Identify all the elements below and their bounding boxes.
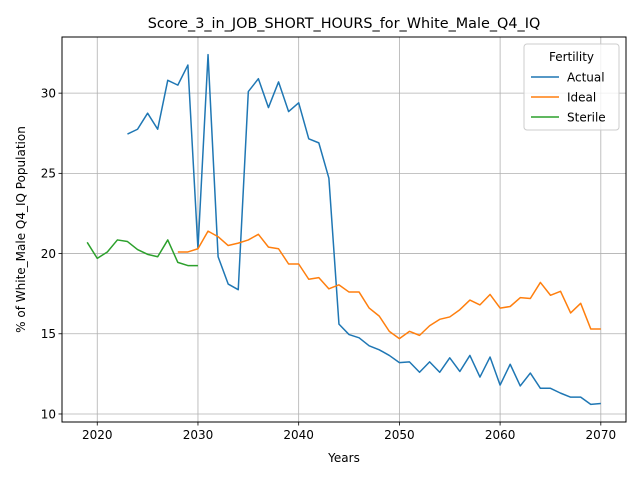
legend-label-ideal: Ideal: [567, 90, 596, 104]
legend: Fertility Actual Ideal Sterile: [523, 43, 620, 131]
legend-label-sterile: Sterile: [567, 110, 606, 124]
x-tick-label: 2030: [183, 428, 214, 442]
legend-items: Actual Ideal Sterile: [531, 70, 606, 124]
y-tick-label: 20: [41, 247, 56, 261]
series-line-actual: [127, 53, 601, 406]
series-line-ideal: [177, 230, 601, 340]
x-tick-label: 2040: [283, 428, 314, 442]
y-tick-label: 30: [41, 86, 56, 100]
x-tick-label: 2070: [586, 428, 617, 442]
legend-box: [523, 43, 620, 131]
x-axis-label: Years: [327, 451, 360, 465]
series-line-sterile: [86, 239, 198, 267]
x-tick-label: 2060: [485, 428, 516, 442]
y-tick-label: 25: [41, 167, 56, 181]
y-tick-label: 10: [41, 407, 56, 421]
x-tick-label: 2050: [384, 428, 415, 442]
legend-title: Fertility: [549, 50, 594, 64]
ticks: 2020 2030 2040 2050 2060 2070 10 15 20 25 30: [41, 86, 616, 442]
axes-frame: [61, 36, 627, 423]
chart-title: Score_3_in_JOB_SHORT_HOURS_for_White_Mal…: [148, 16, 541, 32]
legend-label-actual: Actual: [567, 70, 605, 84]
series-lines: [86, 53, 601, 406]
y-tick-label: 15: [41, 327, 56, 341]
y-axis-label: % of White_Male Q4_IQ Population: [14, 126, 28, 333]
x-tick-label: 2020: [82, 428, 113, 442]
